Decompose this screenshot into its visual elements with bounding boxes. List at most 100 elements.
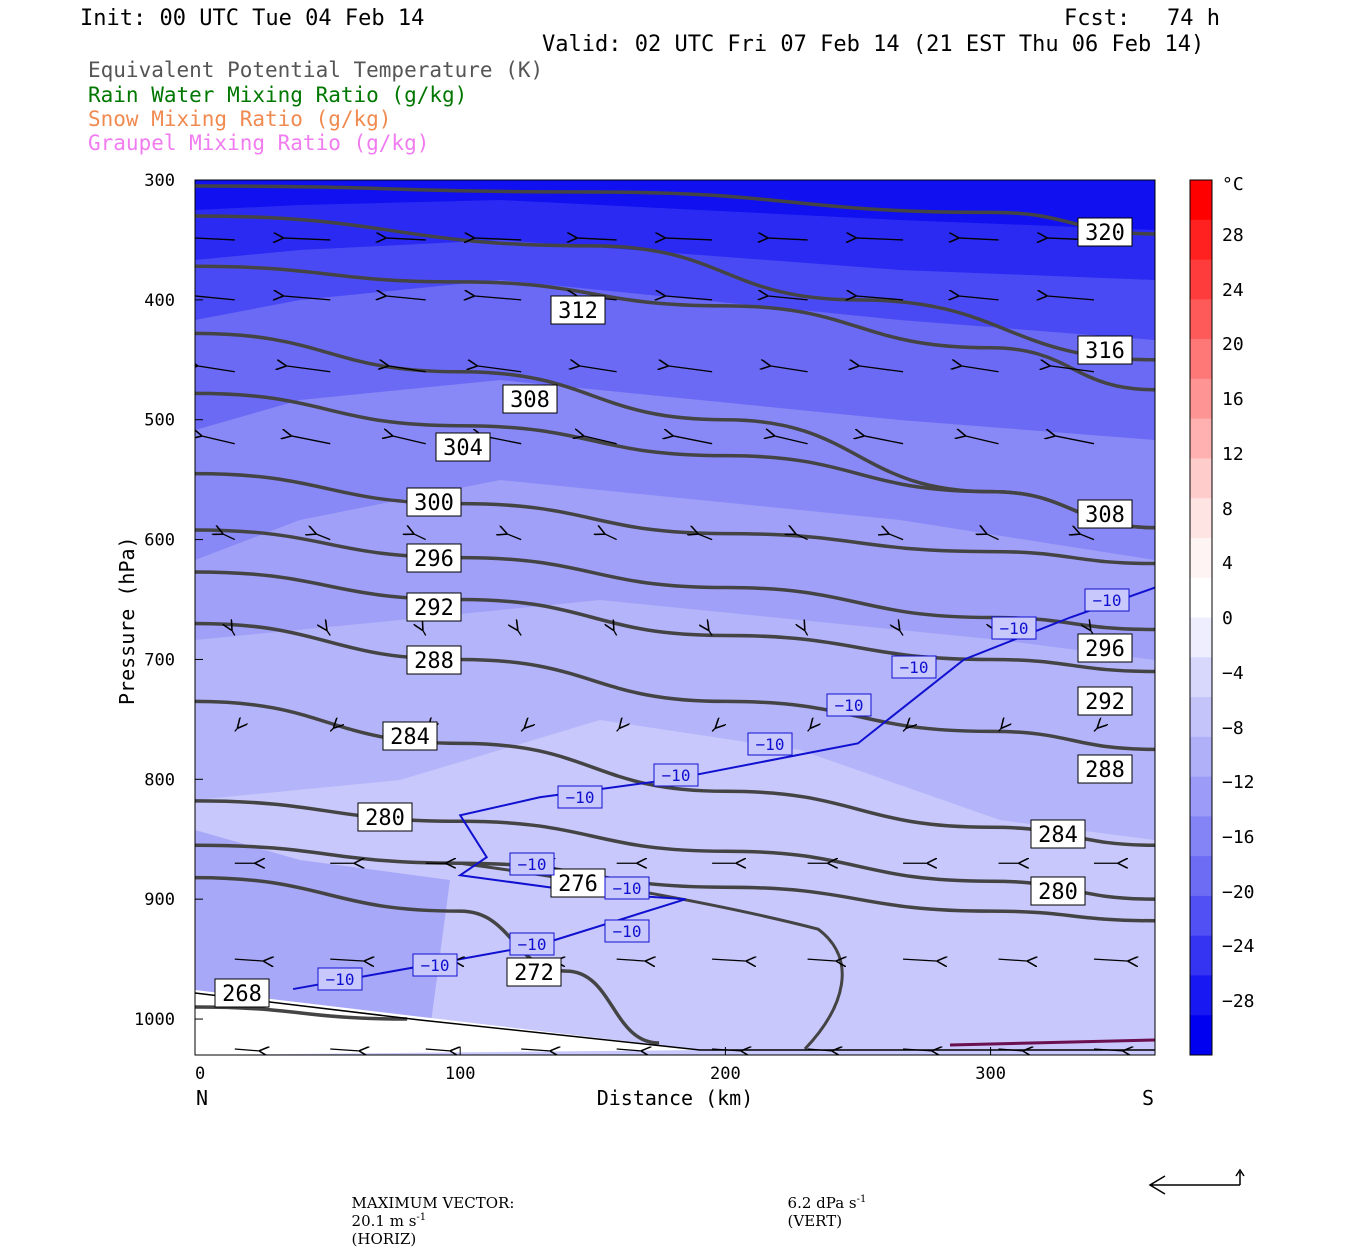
colorbar-tick-label: −20 <box>1222 882 1255 903</box>
theta-e-label-text: 280 <box>1038 880 1078 905</box>
theta-e-label: 280 <box>357 802 413 832</box>
x-tick-label: 300 <box>975 1064 1006 1084</box>
theta-e-label: 288 <box>1077 754 1133 784</box>
isotherm-label-text: −10 <box>518 855 547 874</box>
wind-vector <box>506 534 522 541</box>
theta-e-contour-304 <box>195 391 1155 530</box>
wind-vector <box>330 959 365 961</box>
colorbar-band <box>1190 657 1212 698</box>
colorbar-band <box>1190 617 1212 658</box>
wind-vector <box>899 629 904 636</box>
theta-e-label-text: 308 <box>510 388 550 413</box>
wind-vector <box>672 436 713 445</box>
colorbar-band <box>1190 776 1212 817</box>
y-axis-label: Pressure (hPa) <box>115 536 139 705</box>
isotherm-label: −10 <box>653 763 699 787</box>
max-vector-vert: 6.2 dPa s <box>787 1194 857 1212</box>
max-vector-vert-text: 6.2 dPa s-1 (VERT) <box>778 1176 867 1230</box>
x-axis-label: Distance (km) <box>597 1086 754 1110</box>
plot-frame <box>194 179 1156 1056</box>
theta-e-label: 312 <box>550 295 606 325</box>
colorbar-tick-label: 12 <box>1222 444 1244 465</box>
wind-vector <box>425 1049 452 1051</box>
x-axis: 0 100 200 300 <box>194 1047 1006 1084</box>
colorbar-band <box>1190 697 1212 738</box>
colorbar-band <box>1190 219 1212 261</box>
wind-vector <box>616 959 647 961</box>
colorbar-tick-label: 8 <box>1222 499 1233 520</box>
isotherm-label-text: −10 <box>1000 619 1029 638</box>
theta-e-label: 320 <box>1077 217 1133 247</box>
theta-e-label: 296 <box>406 543 462 573</box>
wind-vector <box>998 959 1029 961</box>
colorbar-tick-label: −24 <box>1222 936 1255 957</box>
colorbar-unit: °C <box>1222 174 1244 195</box>
theta-e-label-text: 280 <box>365 806 405 831</box>
wind-vector <box>222 534 236 541</box>
colorbar-band <box>1190 577 1212 618</box>
forecast-hour: 74 h <box>1167 6 1220 31</box>
wind-vector <box>195 238 235 240</box>
isotherm-minus10 <box>292 586 1155 991</box>
colorbar-band <box>1190 1015 1212 1056</box>
max-vector-horiz-unit: (HORIZ) <box>351 1230 417 1248</box>
wind-vector <box>1049 366 1095 373</box>
theta-e-label: 280 <box>1030 876 1086 906</box>
isotherm-label: −10 <box>509 852 555 876</box>
legend-rain: Rain Water Mixing Ratio (g/kg) <box>88 83 468 107</box>
theta-e-label: 308 <box>502 384 558 414</box>
wind-vector <box>1093 959 1129 961</box>
isotherm-label-text: −10 <box>613 879 642 898</box>
wind-vector <box>903 959 938 961</box>
max-vector-arrow-icon <box>1148 1168 1245 1195</box>
wind-vector <box>387 366 426 373</box>
valid-time: Valid: 02 UTC Fri 07 Feb 14 (21 EST Thu … <box>542 32 1205 57</box>
y-axis: 300 400 500 600 700 800 900 1000 <box>134 171 203 1030</box>
isotherm-label-text: −10 <box>662 766 691 785</box>
wind-vector <box>473 238 522 240</box>
wind-vector <box>960 366 999 373</box>
colorbar: 28 24 20 16 12 8 4 0 −4 −8 −12 −16 −20 −24 −28 <box>1189 179 1255 1056</box>
wind-vector <box>422 629 427 636</box>
wind-vector <box>767 238 808 240</box>
theta-e-label-text: 288 <box>414 649 454 674</box>
wind-vector <box>315 534 331 541</box>
isotherm-label: −10 <box>604 876 650 900</box>
wind-vector <box>326 629 331 636</box>
wind-vector <box>958 238 999 240</box>
max-vector-text: MAXIMUM VECTOR: 20.1 m s-1 (HORIZ) <box>342 1176 515 1248</box>
isotherm-label: −10 <box>557 785 603 809</box>
isotherm-label-text: −10 <box>900 658 929 677</box>
colorbar-band <box>1190 816 1212 857</box>
theta-e-label-text: 308 <box>1085 503 1125 528</box>
wind-vector <box>1093 727 1098 732</box>
theta-e-label-text: 296 <box>414 547 454 572</box>
theta-e-label-text: 300 <box>414 491 454 516</box>
wind-vector <box>664 296 713 300</box>
wind-vector <box>1054 436 1095 445</box>
wind-vector <box>476 366 522 373</box>
wind-vector <box>804 629 809 636</box>
theta-e-label: 284 <box>1030 819 1086 849</box>
x-tick-label: 100 <box>445 1064 476 1084</box>
colorbar-band <box>1190 975 1212 1016</box>
theta-e-label: 272 <box>506 957 562 987</box>
theta-e-contour-284 <box>195 699 1155 847</box>
wind-vector <box>583 436 617 445</box>
wind-vector <box>234 959 265 961</box>
colorbar-band <box>1190 378 1212 420</box>
wind-vector <box>604 534 617 541</box>
colorbar-band <box>1190 498 1212 539</box>
isotherm-label-text: −10 <box>756 735 785 754</box>
wind-vector <box>855 238 904 240</box>
wind-vector <box>616 727 620 732</box>
colorbar-band <box>1190 935 1212 976</box>
wind-vector <box>708 629 713 636</box>
wind-vector <box>697 534 713 541</box>
theta-e-label: 304 <box>435 432 491 462</box>
wind-vector <box>520 727 525 732</box>
colorbar-tick-label: 0 <box>1222 608 1233 629</box>
forecast-label: Fcst: <box>1064 6 1131 31</box>
graupel-contour <box>949 1038 1156 1047</box>
wind-vector <box>282 238 331 240</box>
